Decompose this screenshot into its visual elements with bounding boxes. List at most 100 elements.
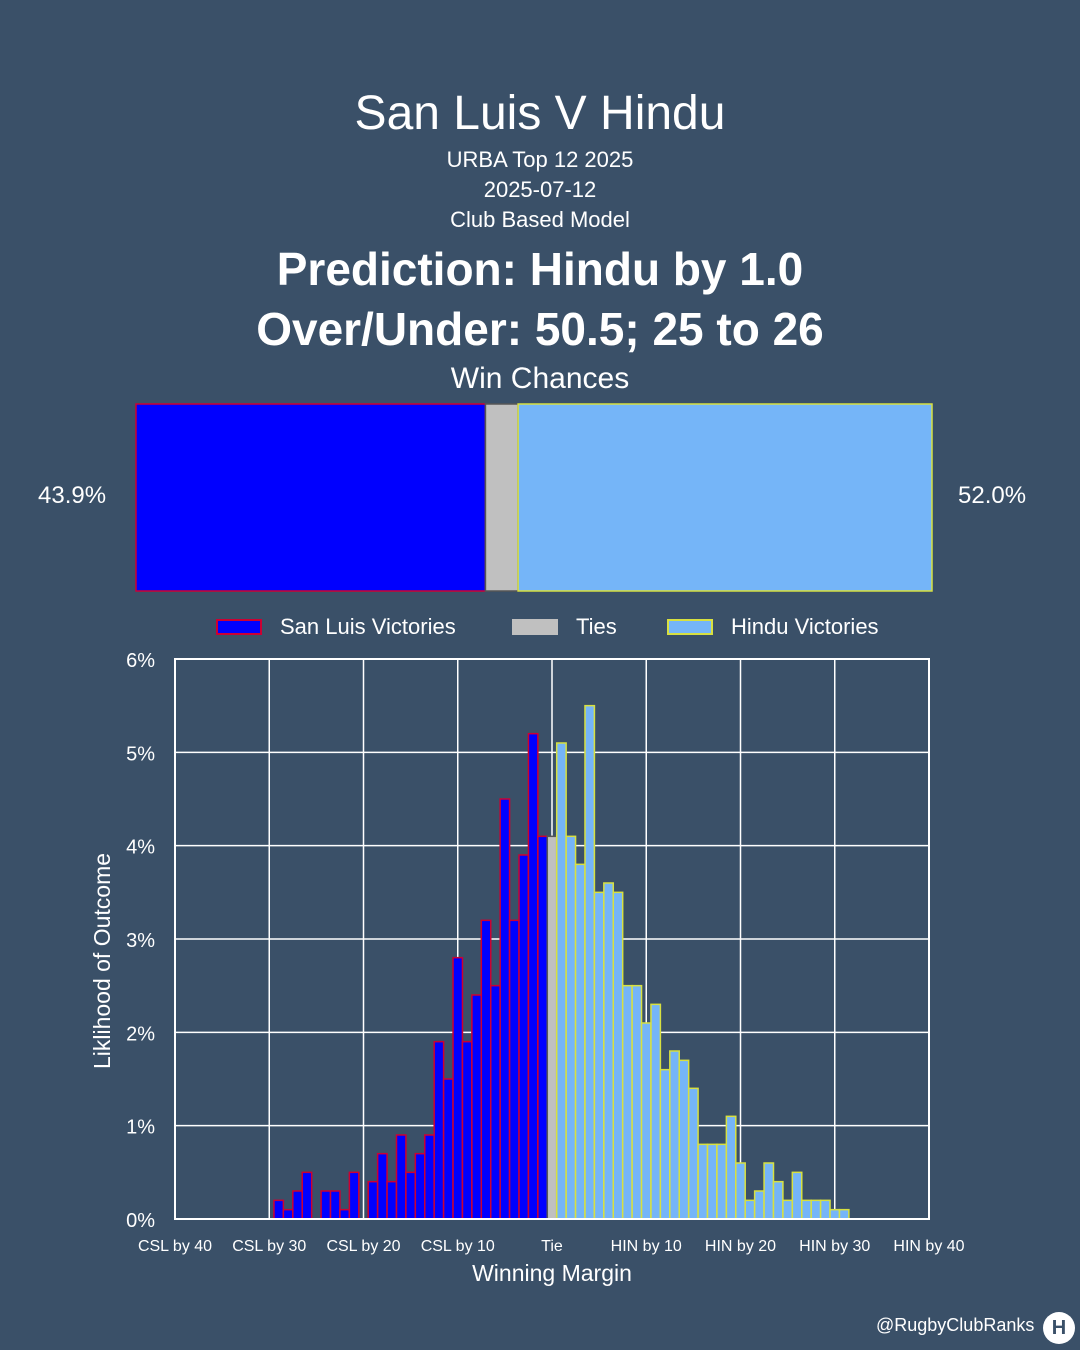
histogram-bar: [282, 1208, 294, 1220]
histogram-bar: [706, 1143, 718, 1220]
legend-item-san-luis: San Luis Victories: [216, 612, 456, 642]
histogram-bar: [395, 1134, 407, 1220]
x-tick-label: CSL by 40: [138, 1238, 212, 1255]
plot-frame: [174, 658, 930, 1220]
histogram-bar: [339, 1208, 351, 1220]
histogram-bar: [499, 798, 511, 1220]
competition-label: URBA Top 12 2025: [446, 147, 634, 172]
y-tick-label: 6%: [126, 650, 155, 672]
win-chance-away-segment: [517, 403, 933, 592]
histogram-bar: [433, 1040, 445, 1220]
histogram-bar: [838, 1208, 850, 1220]
histogram-bar: [716, 1143, 728, 1220]
histogram-bar: [640, 1022, 652, 1220]
footer-handle: @RugbyClubRanks: [876, 1315, 1035, 1335]
model-label: Club Based Model: [450, 207, 630, 232]
y-tick-label: 0%: [126, 1210, 155, 1232]
histogram-bar: [801, 1199, 812, 1220]
histogram-bar: [763, 1162, 775, 1220]
legend-swatch-ties: [512, 619, 558, 635]
x-tick-label: HIN by 10: [611, 1238, 682, 1255]
histogram-bar: [461, 1040, 473, 1220]
histogram-bar: [725, 1115, 737, 1220]
histogram-bar: [555, 742, 567, 1220]
x-tick-label: HIN by 30: [799, 1238, 870, 1255]
prediction-text: Prediction: Hindu by 1.0: [276, 243, 804, 295]
histogram-bar: [584, 704, 596, 1220]
margin-histogram: CSL by 40 CSL by 30 CSL by 20 CSL by 10 Tie H…: [89, 650, 965, 1286]
x-tick-label: HIN by 40: [893, 1238, 964, 1255]
x-axis-label: Winning Margin: [472, 1260, 632, 1286]
histogram-bar: [669, 1050, 680, 1220]
y-tick-label: 1%: [126, 1117, 155, 1139]
histogram-bar: [292, 1190, 303, 1220]
histogram-bar: [631, 984, 643, 1220]
histogram-bar: [593, 891, 605, 1220]
histogram-bar: [791, 1171, 803, 1220]
histogram-bar: [273, 1199, 285, 1220]
histogram-bar: [697, 1143, 709, 1220]
legend-label-san-luis: San Luis Victories: [280, 614, 456, 639]
histogram-bar: [414, 1152, 426, 1220]
legend-label-ties: Ties: [576, 614, 617, 639]
histogram-bar: [537, 835, 549, 1220]
legend-swatch-hindu: [667, 619, 713, 635]
histogram-bar: [489, 984, 501, 1220]
histogram-bar: [753, 1190, 765, 1220]
x-tick-label: CSL by 30: [232, 1238, 306, 1255]
histogram-bar: [574, 863, 586, 1220]
histogram-bar: [621, 984, 633, 1220]
x-tick-label: HIN by 20: [705, 1238, 776, 1255]
histogram-bar: [612, 891, 624, 1220]
histogram-bar: [471, 994, 483, 1220]
x-tick-label: CSL by 10: [421, 1238, 495, 1255]
histogram-bar: [452, 956, 464, 1220]
histogram-bar: [376, 1152, 388, 1220]
histogram-bar: [320, 1190, 332, 1220]
y-tick-label: 3%: [126, 930, 155, 952]
y-tick-label: 2%: [126, 1023, 155, 1045]
histogram-bar: [518, 854, 530, 1220]
histogram-bar: [735, 1162, 746, 1220]
histogram-bar: [386, 1180, 398, 1220]
histogram-bar: [782, 1199, 794, 1220]
histogram-bar: [508, 919, 520, 1220]
histogram-bar: [829, 1208, 841, 1220]
page-title: San Luis V Hindu: [354, 87, 726, 140]
histogram-bar: [603, 882, 615, 1220]
histogram-bar: [424, 1134, 435, 1220]
x-tick-label: CSL by 20: [326, 1238, 400, 1255]
win-chances-bar: [135, 403, 933, 592]
legend-swatch-san-luis: [216, 619, 262, 635]
histogram-bar: [744, 1199, 756, 1220]
histogram-bar: [527, 732, 539, 1220]
y-axis-label: Liklihood of Outcome: [89, 853, 115, 1069]
away-win-percent: 52.0%: [958, 482, 1027, 509]
histogram-bar: [405, 1171, 417, 1220]
histogram-bar: [565, 835, 577, 1220]
over-under-text: Over/Under: 50.5; 25 to 26: [256, 303, 824, 355]
histogram-bar: [810, 1199, 822, 1220]
histogram-bar: [678, 1059, 690, 1220]
histogram-bar: [480, 919, 492, 1220]
histogram-bar: [301, 1171, 313, 1220]
histogram-bar: [772, 1180, 784, 1220]
histogram-bar: [650, 1003, 662, 1220]
legend-item-ties: Ties: [512, 612, 617, 642]
legend-item-hindu: Hindu Victories: [667, 612, 879, 642]
histogram-bar: [442, 1078, 454, 1220]
histogram-bar: [546, 835, 558, 1220]
y-tick-label: 5%: [126, 743, 155, 765]
x-tick-label: Tie: [541, 1238, 563, 1255]
histogram-bar: [659, 1068, 671, 1220]
y-tick-label: 4%: [126, 837, 155, 859]
legend-label-hindu: Hindu Victories: [731, 614, 879, 639]
histogram-bar: [367, 1180, 379, 1220]
win-chances-title: Win Chances: [450, 362, 630, 395]
logo-icon: H: [1043, 1312, 1075, 1344]
match-date: 2025-07-12: [483, 177, 597, 202]
histogram-bar: [687, 1087, 699, 1220]
histogram-bar: [348, 1171, 360, 1220]
histogram-bar: [329, 1190, 341, 1220]
chart-legend: San Luis Victories Ties Hindu Victories: [0, 612, 1080, 642]
